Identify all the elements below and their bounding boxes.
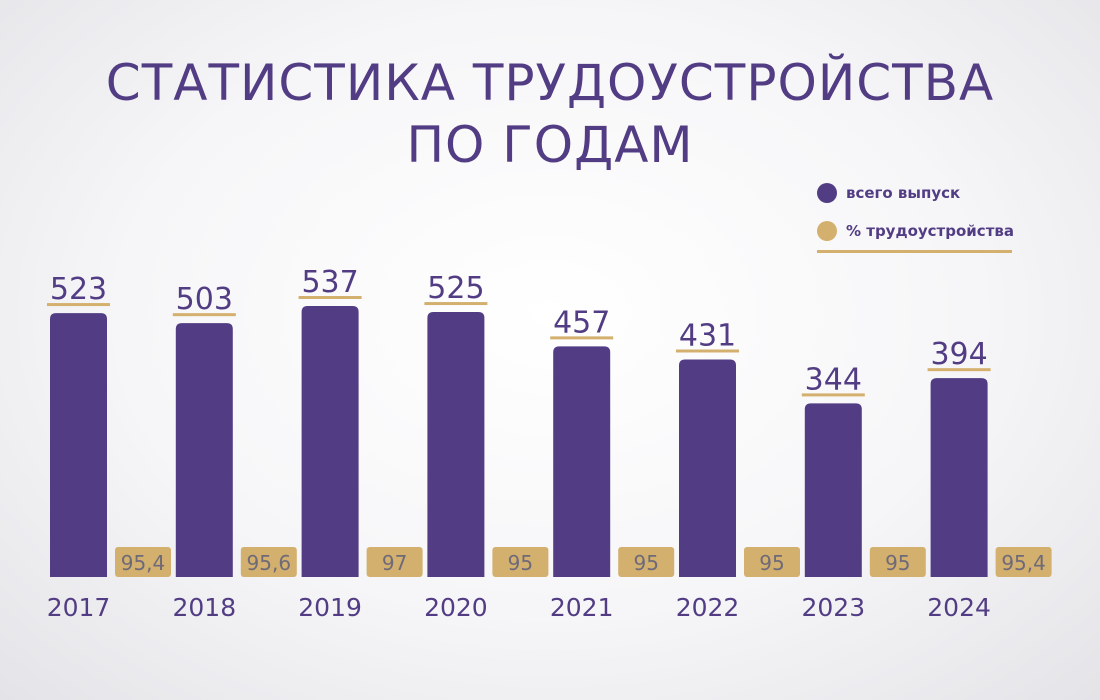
x-tick-label-2023: 2023 xyxy=(801,593,865,622)
bar-employment-2017 xyxy=(115,547,171,577)
x-tick-label-2024: 2024 xyxy=(927,593,991,622)
bar-value-underline-2022 xyxy=(676,349,739,353)
legend-item-total: всего выпуск xyxy=(817,178,1017,208)
bar-total-2024 xyxy=(930,378,988,577)
bar-employment-2018 xyxy=(240,547,297,577)
bar-value-2019: 537 xyxy=(301,265,358,300)
bar-value-underline-2023 xyxy=(801,393,865,397)
bar-total-2019 xyxy=(301,306,359,577)
bar-employment-2023 xyxy=(869,547,926,577)
bar-employment-2020 xyxy=(492,547,549,577)
bar-value-underline-2018 xyxy=(172,313,236,317)
bar-employment-label-2018: 95,6 xyxy=(247,551,292,575)
bar-value-underline-2017 xyxy=(47,303,110,307)
bar-employment-2019 xyxy=(366,547,423,577)
legend-item-employment: % трудоустройства xyxy=(817,216,1017,246)
bar-employment-label-2024: 95,4 xyxy=(1001,551,1046,575)
bar-total-2021 xyxy=(553,346,611,577)
legend-label-total: всего выпуск xyxy=(846,184,961,202)
bar-total-2023 xyxy=(804,403,862,577)
bar-employment-label-2019: 97 xyxy=(382,551,407,575)
bar-value-2023: 344 xyxy=(805,362,862,397)
bar-value-underline-2021 xyxy=(550,336,614,340)
bar-value-underline-2024 xyxy=(927,368,991,372)
page-title: СТАТИСТИКА ТРУДОУСТРОЙСТВА ПО ГОДАМ xyxy=(0,52,1100,176)
bar-employment-2022 xyxy=(744,547,800,577)
bar-value-underline-2020 xyxy=(424,302,488,306)
bar-employment-2021 xyxy=(618,547,675,577)
bar-total-2022 xyxy=(679,359,736,577)
bar-value-2022: 431 xyxy=(679,318,736,353)
bar-value-2021: 457 xyxy=(553,305,610,340)
page-title-line-2: ПО ГОДАМ xyxy=(406,116,694,174)
chart-legend: всего выпуск % трудоустройства xyxy=(817,178,1017,253)
x-tick-label-2022: 2022 xyxy=(676,593,740,622)
bar-employment-label-2022: 95 xyxy=(759,551,784,575)
x-tick-label-2020: 2020 xyxy=(424,593,488,622)
bar-total-2018 xyxy=(175,323,233,577)
page-title-line-1: СТАТИСТИКА ТРУДОУСТРОЙСТВА xyxy=(105,54,995,112)
bar-employment-label-2023: 95 xyxy=(885,551,910,575)
legend-underline xyxy=(817,250,1012,253)
bar-value-2020: 525 xyxy=(427,271,484,306)
bar-employment-2024 xyxy=(995,547,1052,577)
bar-employment-label-2021: 95 xyxy=(633,551,658,575)
bar-total-2020 xyxy=(427,312,485,577)
x-tick-label-2018: 2018 xyxy=(172,593,236,622)
bar-value-2017: 523 xyxy=(50,272,107,307)
legend-label-employment: % трудоустройства xyxy=(846,222,1014,240)
bar-value-2018: 503 xyxy=(176,282,233,317)
legend-swatch-employment xyxy=(817,221,837,241)
x-tick-label-2021: 2021 xyxy=(550,593,614,622)
bar-total-2017 xyxy=(50,313,107,577)
x-tick-label-2017: 2017 xyxy=(47,593,111,622)
legend-swatch-total xyxy=(817,183,837,203)
bar-employment-label-2017: 95,4 xyxy=(121,551,166,575)
bar-employment-label-2020: 95 xyxy=(508,551,533,575)
bar-value-2024: 394 xyxy=(930,337,987,372)
bar-value-underline-2019 xyxy=(298,296,362,299)
x-tick-label-2019: 2019 xyxy=(298,593,362,622)
